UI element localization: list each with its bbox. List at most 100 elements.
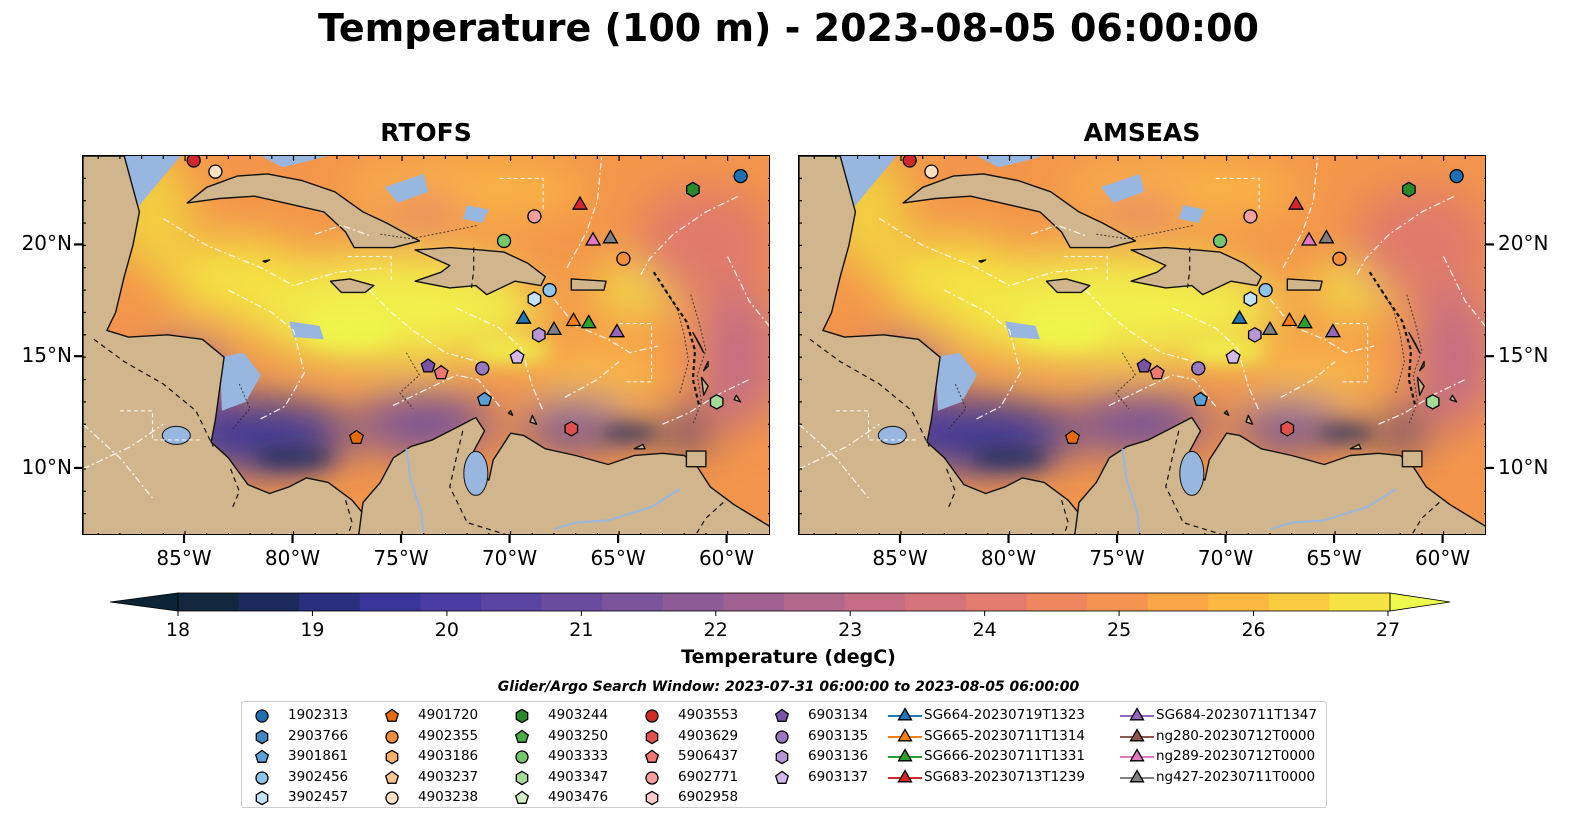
legend-marker <box>897 768 913 782</box>
colorbar-segment <box>965 593 1027 611</box>
lat-tick-label-right: 20°N <box>1498 231 1549 256</box>
platform-markers <box>186 156 748 445</box>
legend-label: 6902958 <box>678 789 739 805</box>
legend-marker <box>1129 768 1145 782</box>
legend-marker <box>254 749 270 763</box>
eez-boundaries <box>799 156 1485 499</box>
figure-title: Temperature (100 m) - 2023-08-05 06:00:0… <box>317 6 1259 50</box>
platform-marker <box>1402 181 1416 198</box>
legend-marker <box>644 749 660 763</box>
platform-marker <box>509 349 525 364</box>
platform-marker <box>545 320 563 336</box>
island <box>1449 394 1458 403</box>
panel-title-amseas: AMSEAS <box>1083 118 1201 147</box>
platform-marker <box>608 323 626 338</box>
lake-maracaibo <box>463 450 489 496</box>
platform-marker <box>686 181 700 198</box>
colorbar-segment <box>1268 593 1330 611</box>
map-panel-rtofs[interactable] <box>82 155 770 535</box>
land-pr <box>570 278 607 291</box>
colorbar-segment <box>723 593 785 611</box>
colorbar-segment <box>481 593 543 611</box>
island <box>978 259 987 263</box>
legend-label: SG664-20230719T1323 <box>924 707 1085 723</box>
legend-marker <box>255 709 269 723</box>
lat-tick-label-left: 15°N <box>21 343 72 368</box>
land-hisp <box>414 246 546 296</box>
colorbar-segment <box>844 593 906 611</box>
platform-marker <box>186 156 201 168</box>
platform-markers <box>902 156 1464 445</box>
legend-label: 4903186 <box>418 748 479 764</box>
lat-tick-label-left: 10°N <box>21 454 72 479</box>
eez-boundaries <box>83 156 769 499</box>
legend-marker <box>255 729 269 744</box>
legend-label: 6903135 <box>808 727 869 744</box>
land-jamaica <box>329 278 375 294</box>
legend-marker <box>897 727 913 741</box>
lon-tick-label: 60°W <box>1414 546 1471 570</box>
legend-marker <box>384 708 400 722</box>
platform-marker <box>616 251 631 266</box>
legend-label: 6903136 <box>808 748 869 764</box>
platform-marker <box>515 309 532 324</box>
land-cuba <box>186 173 421 249</box>
platform-marker <box>1231 309 1248 324</box>
platform-marker <box>496 233 512 249</box>
platform-marker <box>527 291 542 307</box>
legend-marker <box>645 709 659 723</box>
island <box>1419 360 1425 372</box>
platform-marker <box>709 393 724 410</box>
colorbar-segment <box>420 593 482 611</box>
colorbar-label: Temperature (degC) <box>681 646 896 668</box>
legend-marker <box>385 729 399 744</box>
legend-marker <box>645 770 659 785</box>
legend-marker <box>645 729 659 744</box>
colorbar-segment <box>1087 593 1149 611</box>
legend-label: ng289-20230712T0000 <box>1156 748 1316 764</box>
legend-marker <box>515 750 529 764</box>
island <box>692 331 705 354</box>
legend-label: 4903333 <box>548 748 609 764</box>
colorbar-tick-label: 18 <box>166 619 190 641</box>
legend-title: Glider/Argo Search Window: 2023-07-31 06… <box>497 679 1080 695</box>
island <box>733 394 742 403</box>
platform-marker <box>564 420 579 437</box>
legend-label: 6903134 <box>808 707 869 723</box>
colorbar-tick-label: 25 <box>1107 619 1131 641</box>
lon-tick-label: 85°W <box>872 546 928 570</box>
legend-label: 4903347 <box>548 768 609 785</box>
legend-label: SG666-20230711T1331 <box>924 748 1085 764</box>
platform-marker <box>602 229 619 244</box>
platform-marker <box>420 358 436 373</box>
island <box>1223 410 1230 416</box>
legend-marker <box>384 770 400 784</box>
legend-marker <box>515 770 529 785</box>
legend-label: 4903238 <box>418 789 479 805</box>
legend: 1902313 2903766 3901861 3902456 3902457 49017… <box>241 701 1327 808</box>
legend-marker <box>255 790 269 806</box>
lon-tick-label: 65°W <box>1306 546 1362 570</box>
legend-marker <box>514 790 530 804</box>
legend-label: SG665-20230711T1314 <box>924 727 1085 744</box>
lake-maracaibo <box>1179 450 1205 496</box>
platform-marker <box>1281 311 1298 327</box>
legend-marker <box>774 770 790 784</box>
island <box>262 259 271 263</box>
land-cuba <box>902 173 1137 249</box>
land-trinidad <box>1401 450 1423 468</box>
platform-marker <box>1149 364 1165 380</box>
legend-marker <box>775 749 789 765</box>
platform-marker <box>1247 326 1262 343</box>
platform-marker <box>1243 209 1258 224</box>
lon-tick-label: 80°W <box>980 546 1037 570</box>
platform-marker <box>208 164 223 179</box>
lake-nicaragua <box>161 425 191 445</box>
legend-marker <box>775 729 789 744</box>
map-panel-amseas[interactable] <box>798 155 1486 535</box>
legend-marker <box>514 729 530 743</box>
legend-marker <box>515 708 529 724</box>
platform-marker <box>565 311 582 327</box>
colorbar-segment <box>1147 593 1209 611</box>
colorbar-tick-label: 23 <box>838 619 862 641</box>
